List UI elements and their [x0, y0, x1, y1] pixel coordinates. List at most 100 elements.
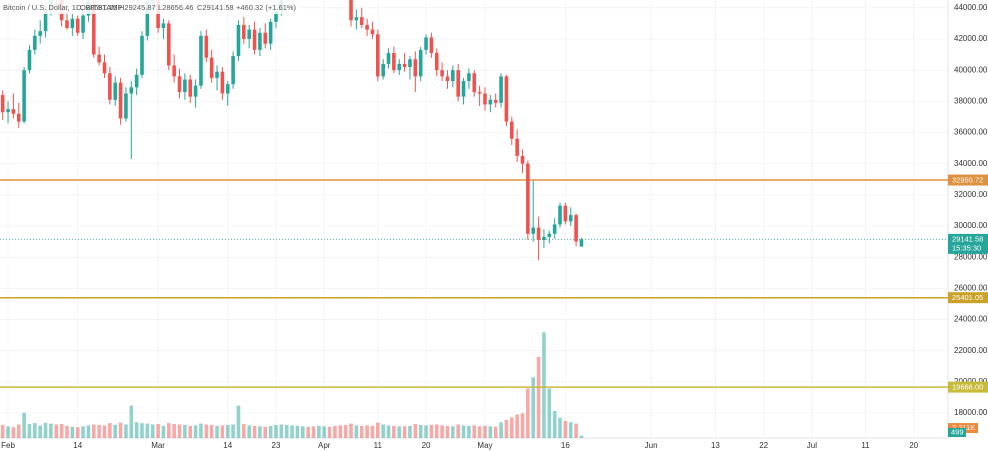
y-tick-label: 32000.00	[954, 190, 988, 199]
volume-bar	[6, 426, 10, 438]
y-tick-label: 34000.00	[954, 159, 988, 168]
candle-body	[552, 224, 557, 234]
candle-body	[258, 32, 262, 50]
x-tick-label: 14	[73, 441, 82, 450]
candle-body	[365, 24, 369, 30]
candle-body	[418, 49, 423, 77]
candle-body	[381, 63, 385, 77]
candle-body	[376, 34, 380, 77]
volume-bar	[456, 424, 460, 438]
volume-bar	[268, 425, 273, 438]
candle-body	[547, 233, 552, 237]
candle-body	[413, 59, 418, 77]
volume-bar	[225, 424, 230, 438]
candle-body	[392, 52, 396, 71]
x-tick-label: Feb	[1, 441, 15, 450]
volume-bar	[284, 424, 289, 438]
volume-bar	[493, 426, 498, 438]
candle-body	[161, 23, 166, 29]
volume-bar	[54, 424, 59, 438]
candle-body	[526, 163, 530, 234]
volume-bar	[402, 426, 407, 438]
candle-body	[27, 49, 32, 71]
level-tag	[948, 174, 988, 186]
candle-body	[359, 17, 364, 25]
candle-body	[397, 63, 402, 71]
y-tick-label: 22000.00	[954, 346, 988, 355]
candle-body	[43, 9, 48, 32]
volume-bar	[434, 424, 439, 438]
candle-body	[38, 31, 42, 36]
volume-bar	[161, 425, 166, 438]
volume-bar	[515, 414, 519, 438]
y-tick-label: 30000.00	[954, 221, 988, 230]
x-tick-label: Mar	[151, 441, 165, 450]
candle-body	[434, 52, 439, 71]
volume-bar	[0, 424, 5, 438]
candle-body	[193, 85, 198, 97]
volume-bar	[86, 425, 91, 438]
volume-bar	[295, 425, 300, 438]
candle-body	[108, 73, 112, 100]
volume-bar	[177, 424, 182, 438]
candle-body	[16, 113, 21, 122]
candle-body	[129, 87, 134, 94]
candle-body	[167, 23, 171, 66]
candle-body	[252, 29, 257, 50]
candle-body	[247, 29, 251, 39]
x-tick-label: Jun	[645, 441, 658, 450]
levels	[0, 179, 948, 388]
volume-bar	[440, 425, 444, 438]
candle-body	[118, 82, 123, 119]
volume-bar	[150, 424, 155, 438]
volume-bar	[167, 423, 171, 438]
volume-bar	[418, 424, 423, 438]
candle-body	[477, 91, 482, 94]
volume-bar	[381, 424, 385, 438]
volume-bar	[124, 424, 128, 438]
volume-bar	[33, 423, 37, 438]
volume-bar	[236, 405, 241, 438]
volume-bar	[22, 412, 26, 438]
volume-bar	[568, 422, 573, 438]
candle-body	[134, 74, 139, 88]
candle-body	[515, 138, 519, 156]
volume-bar	[38, 425, 42, 438]
volume-bar	[349, 423, 353, 438]
volume-bar	[424, 425, 428, 438]
volume-pane	[0, 332, 584, 438]
axes: 18000.00 20000.00 22000.00 24000.00 26000.00…	[1, 3, 988, 450]
volume-bar	[397, 426, 402, 438]
candle-body	[483, 93, 487, 105]
symbol-title: Bitcoin / U.S. Dollar, 1D, BITSTAMP	[3, 3, 122, 12]
volume-bar	[193, 425, 198, 438]
candle-body	[408, 59, 412, 68]
candle-body	[499, 76, 503, 103]
candle-body	[424, 37, 428, 50]
volume-bar	[461, 425, 466, 438]
x-tick-label: 13	[711, 441, 720, 450]
candle-body	[242, 24, 246, 39]
candle-body	[172, 65, 176, 77]
volume-bar	[204, 424, 209, 438]
volume-bar	[376, 422, 380, 438]
volume-bar	[49, 423, 53, 438]
candle-body	[102, 62, 107, 74]
volume-tag	[948, 428, 966, 437]
candle-body	[563, 205, 568, 222]
x-tick-label: May	[477, 441, 492, 450]
volume-bar	[547, 388, 552, 438]
volume-bar	[445, 425, 450, 438]
candle-body	[488, 99, 493, 105]
volume-bar	[118, 422, 123, 438]
volume-bar	[209, 424, 214, 438]
candle-body	[236, 24, 241, 57]
candle-body	[177, 76, 182, 92]
volume-bar	[386, 425, 391, 438]
volume-bar	[97, 424, 101, 438]
volume-bar	[113, 424, 118, 438]
candle-body	[520, 155, 525, 164]
candle-body	[204, 35, 209, 58]
